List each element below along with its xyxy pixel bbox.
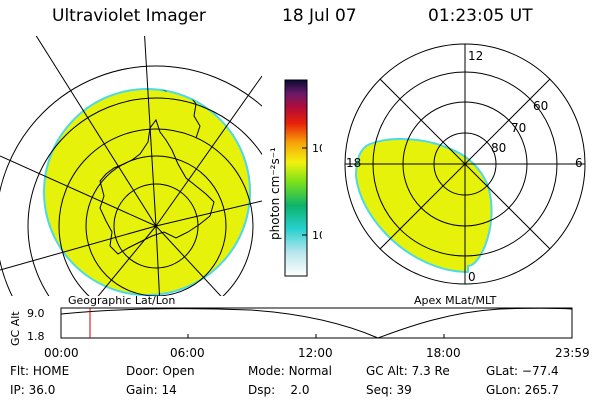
mlt-spokes	[345, 44, 585, 284]
status-mode: Mode: Normal	[248, 364, 332, 378]
colorbar-tick: 100	[312, 142, 322, 155]
colorbar-tickmarks	[302, 147, 307, 236]
lat-label-80: 80	[491, 141, 506, 155]
date-label: 18 Jul 07	[282, 6, 357, 26]
lat-circle	[85, 155, 227, 296]
geo-caption: Geographic Lat/Lon	[68, 294, 176, 307]
earth-disc	[43, 88, 251, 296]
status-gain: Gain: 14	[126, 383, 177, 397]
altitude-xtick: 12:00	[298, 346, 333, 360]
colorbar: 100 10 photon cm⁻²s⁻¹	[268, 79, 322, 277]
altitude-x-ticks	[187, 334, 445, 338]
status-ip: IP: 36.0	[10, 383, 56, 397]
mlt-label-18: 18	[346, 156, 361, 170]
mlt-label-0: 0	[468, 270, 476, 284]
mlt-label-6: 6	[575, 156, 583, 170]
lat-label-70: 70	[511, 121, 526, 135]
altitude-ymax: 9.0	[27, 307, 45, 320]
altitude-ymin: 1.8	[27, 330, 45, 343]
altitude-ylabel: GC Alt	[9, 311, 22, 346]
mlt-label-12: 12	[468, 49, 483, 63]
meridians	[0, 36, 262, 296]
lat-circle	[58, 128, 254, 296]
status-gc-alt: GC Alt: 7.3 Re	[366, 364, 450, 378]
altitude-plot-frame	[60, 307, 573, 339]
app-title: Ultraviolet Imager	[52, 6, 206, 26]
status-flt: Flt: HOME	[10, 364, 70, 378]
geographic-map	[0, 36, 262, 296]
status-seq: Seq: 39	[366, 383, 412, 397]
lat-label-60: 60	[533, 99, 548, 113]
altitude-curve	[60, 307, 573, 339]
altitude-xtick: 00:00	[44, 346, 79, 360]
status-door: Door: Open	[126, 364, 195, 378]
lat-circle	[113, 183, 199, 269]
status-glon: GLon: 265.7	[486, 383, 559, 397]
lat-circle	[0, 65, 262, 296]
altitude-xtick: 06:00	[170, 346, 205, 360]
lat-circle	[27, 97, 262, 296]
polar-caption: Apex MLat/MLT	[414, 294, 497, 307]
status-glat: GLat: −77.4	[486, 364, 559, 378]
altitude-plot: GC Alt 9.0 1.8 00:00 06:00 12:00 18:00 2…	[9, 307, 590, 360]
colorbar-tick: 10	[312, 229, 322, 242]
polar-map: 12 18 6 0 60 70 80	[344, 43, 586, 285]
altitude-xtick: 23:59	[555, 346, 590, 360]
colorbar-scale	[284, 79, 308, 277]
status-dsp: Dsp: 2.0	[248, 383, 310, 397]
coastlines	[99, 89, 215, 255]
time-label: 01:23:05 UT	[428, 6, 533, 26]
altitude-xtick: 18:00	[426, 346, 461, 360]
colorbar-unit: photon cm⁻²s⁻¹	[268, 147, 282, 240]
